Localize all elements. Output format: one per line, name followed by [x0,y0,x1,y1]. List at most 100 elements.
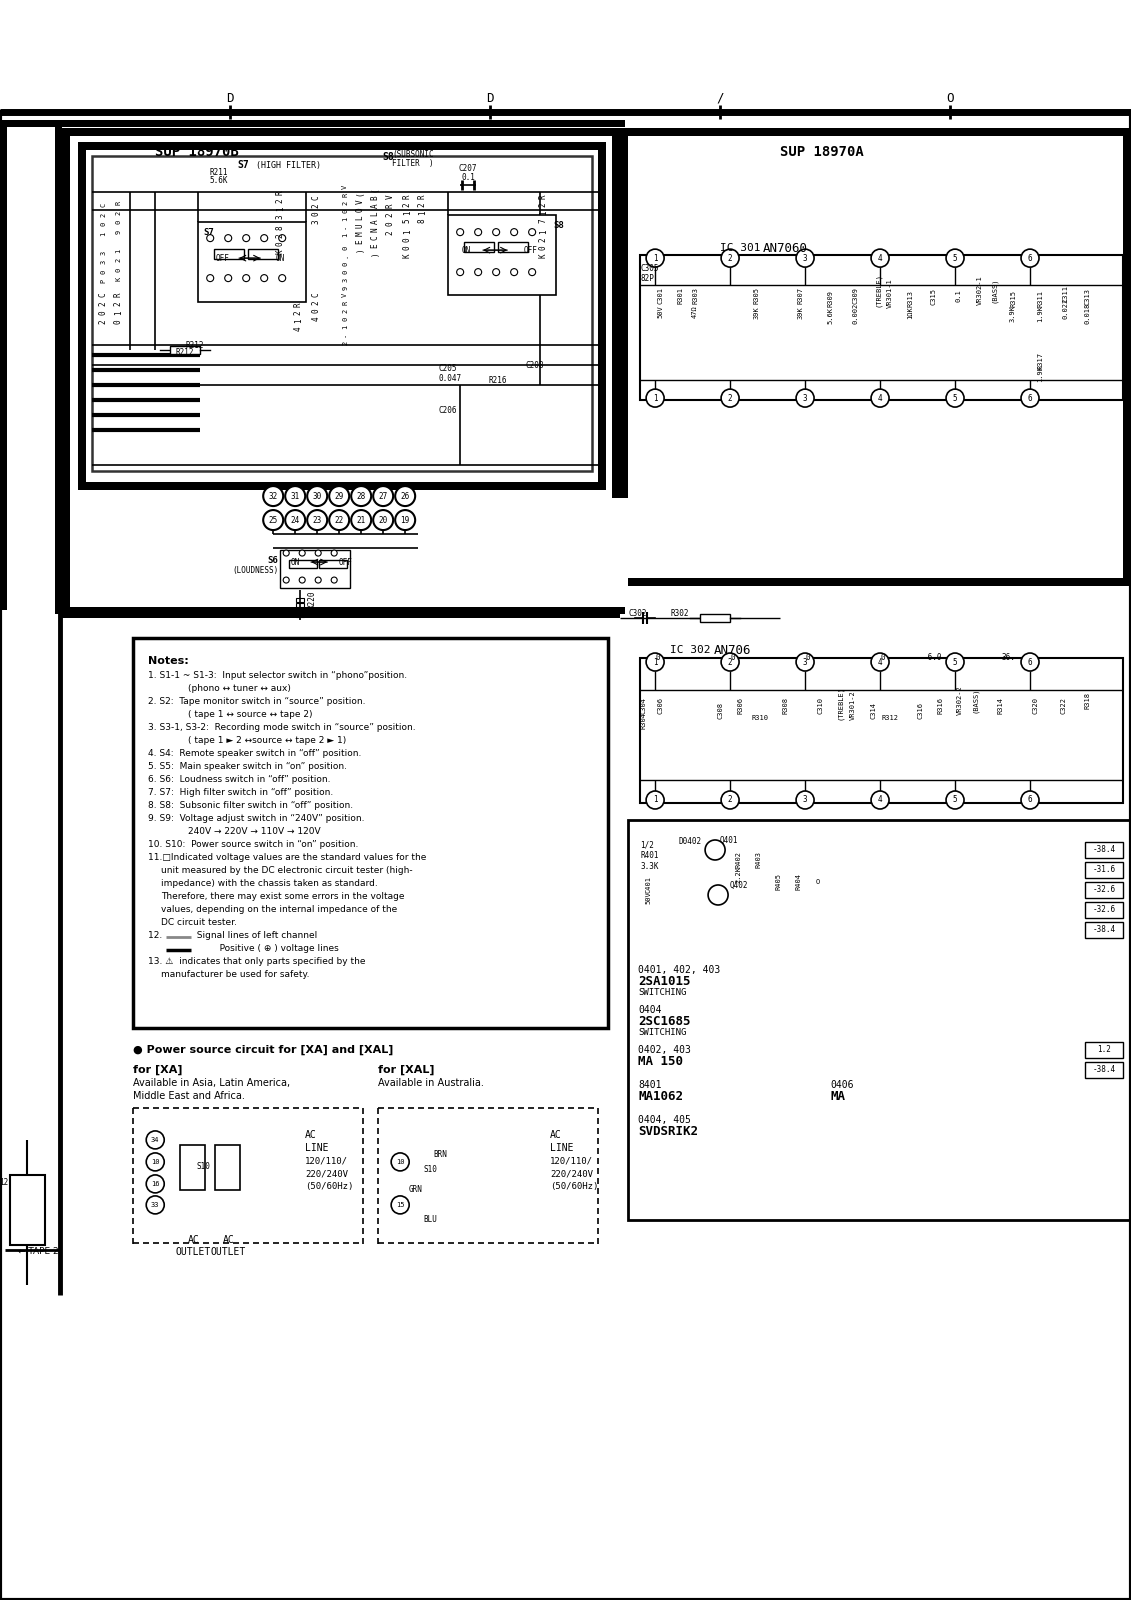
Text: A: A [371,219,380,224]
Text: 2SC1685: 2SC1685 [638,1016,691,1029]
Text: 3.9K: 3.9K [1010,304,1016,322]
Circle shape [395,510,415,530]
Text: 1: 1 [276,206,285,211]
Circle shape [261,275,268,282]
Text: R318: R318 [1083,691,1090,709]
Text: 0406: 0406 [830,1080,854,1090]
Text: 1: 1 [114,310,123,315]
Text: 50V: 50V [657,306,663,318]
Text: D0402: D0402 [679,837,701,846]
Text: AC: AC [550,1130,562,1139]
Text: 1: 1 [538,230,547,235]
Bar [1085,902,1123,918]
Text: 20: 20 [379,515,388,525]
Text: for [XA]: for [XA] [133,1066,183,1075]
Text: 2: 2 [386,230,395,235]
Text: 0: 0 [343,270,348,274]
Circle shape [278,235,286,242]
Text: 1: 1 [403,230,412,235]
Text: (: ( [355,192,364,197]
Circle shape [722,389,739,406]
Text: (HIGH FILTER): (HIGH FILTER) [257,160,321,170]
Text: 5.6K: 5.6K [827,307,834,323]
Text: S7: S7 [204,227,214,237]
Text: SUP 18970B: SUP 18970B [155,146,239,158]
Bar [296,608,304,613]
Text: 0: 0 [343,317,348,322]
Circle shape [871,790,889,810]
Circle shape [285,486,305,506]
Text: manufacturer be used for safety.: manufacturer be used for safety. [162,970,310,979]
Text: K: K [538,254,547,259]
Text: 39K: 39K [797,307,803,320]
Text: 11.□Indicated voltage values are the standard values for the: 11.□Indicated voltage values are the sta… [148,853,426,862]
Text: 7: 7 [538,219,547,224]
Text: 1. S1-1 ~ S1-3:  Input selector switch in “phono”position.: 1. S1-1 ~ S1-3: Input selector switch in… [148,670,407,680]
Text: 0: 0 [881,653,886,661]
Text: 2: 2 [114,302,123,307]
Text: Positive ( ⊕ ) voltage lines: Positive ( ⊕ ) voltage lines [188,944,339,954]
Text: (50/60Hz): (50/60Hz) [550,1182,598,1192]
Text: 8: 8 [276,226,285,230]
Text: Q401: Q401 [720,835,739,845]
Text: 50V: 50V [645,891,651,904]
Circle shape [146,1195,164,1214]
Circle shape [373,486,394,506]
Text: L: L [371,211,380,216]
Bar [62,128,620,136]
Text: 1.9K: 1.9K [1037,304,1043,322]
Circle shape [946,250,964,267]
Circle shape [493,229,500,235]
Bar [448,214,556,294]
Text: R211: R211 [210,168,228,176]
Text: -38.4: -38.4 [1093,925,1115,934]
Text: .: . [343,254,348,258]
Text: ON: ON [276,254,285,262]
Text: R216: R216 [489,376,507,384]
Text: 0: 0 [115,267,121,272]
Text: Available in Asia, Latin America,: Available in Asia, Latin America, [133,1078,291,1088]
Circle shape [146,1154,164,1171]
Text: -32.6: -32.6 [1093,885,1115,894]
Circle shape [264,510,283,530]
Bar [62,128,70,618]
Text: 2: 2 [403,203,412,208]
Bar [1085,862,1123,878]
Circle shape [207,275,214,282]
Circle shape [1021,250,1039,267]
Text: SWITCHING: SWITCHING [638,1029,687,1037]
Text: C208: C208 [525,360,544,370]
Text: values, depending on the internal impedance of the: values, depending on the internal impeda… [162,906,397,914]
Text: 0: 0 [731,653,735,661]
Text: R303: R303 [692,286,698,304]
Text: S10: S10 [197,1163,210,1171]
Text: 25: 25 [268,515,278,525]
Text: 0: 0 [101,222,106,226]
Text: 24: 24 [291,515,300,525]
Bar [700,614,731,622]
Circle shape [493,269,500,275]
Text: 3. S3-1, S3-2:  Recording mode switch in “source” position.: 3. S3-1, S3-2: Recording mode switch in … [148,723,416,733]
Text: K: K [403,254,412,259]
Text: 0: 0 [312,211,321,216]
Text: 82P: 82P [640,274,654,283]
Text: C306: C306 [657,696,663,714]
Text: 2SA1015: 2SA1015 [638,976,691,989]
Bar [296,613,304,618]
Bar [640,658,1123,803]
Bar [498,242,528,253]
Text: FILTER  ): FILTER ) [392,158,434,168]
Text: IC 302: IC 302 [670,645,710,654]
Text: O: O [815,878,820,885]
Text: 30: 30 [312,491,322,501]
Text: (phono ↔ tuner ↔ aux): (phono ↔ tuner ↔ aux) [188,685,291,693]
Text: 10. S10:  Power source switch in “on” position.: 10. S10: Power source switch in “on” pos… [148,840,359,850]
Text: 2: 2 [115,258,121,262]
Text: 3: 3 [312,219,321,224]
Text: 220/240V: 220/240V [550,1170,593,1179]
Text: 0.018: 0.018 [1083,302,1090,323]
Text: 2: 2 [98,320,107,325]
Text: C: C [312,195,321,200]
Bar [1085,882,1123,898]
Text: P: P [101,278,106,283]
